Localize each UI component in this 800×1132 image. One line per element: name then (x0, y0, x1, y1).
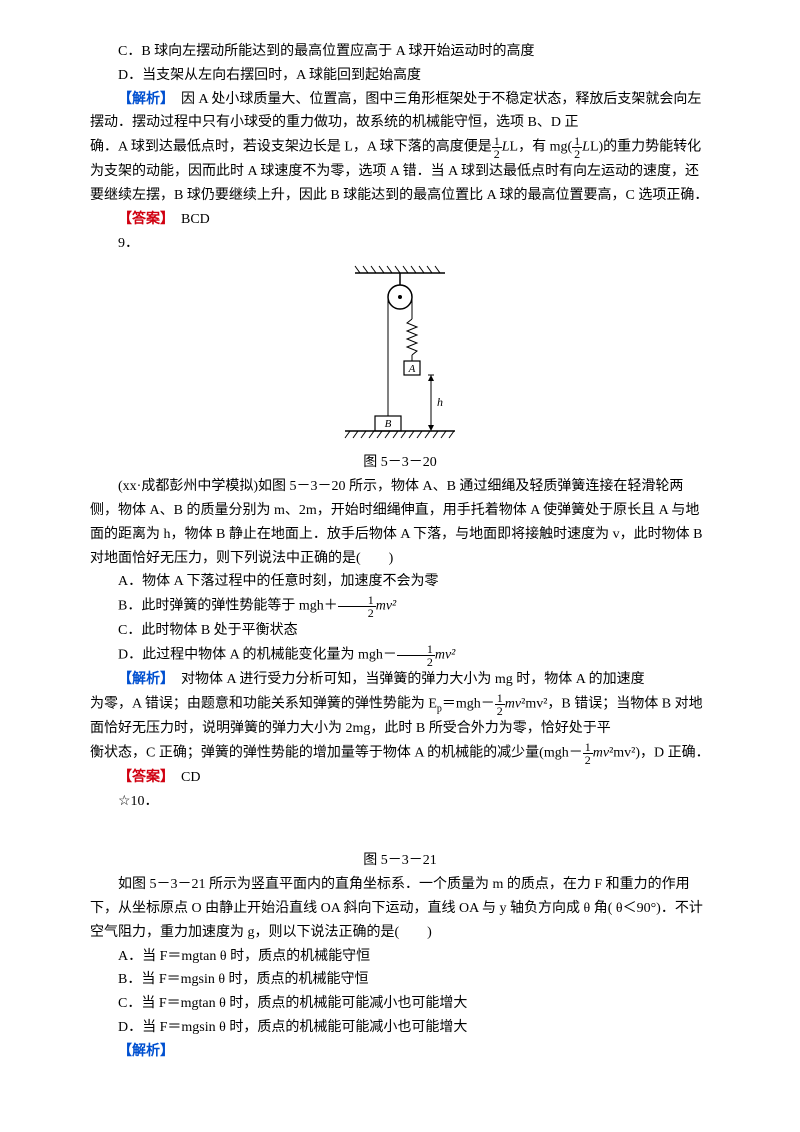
answer-1-text: BCD (181, 212, 210, 227)
den: 2 (495, 705, 505, 717)
t: 为零，A 错误；由题意和功能关系知弹簧的弹性势能为 E (90, 696, 437, 711)
frac-half: 12 (583, 741, 593, 766)
q10-opt-c: C．当 F＝mgtan θ 时，质点的机械能可能减小也可能增大 (90, 992, 710, 1016)
t: mv²)，D 正确． (613, 746, 709, 761)
q10-opt-d: D．当 F＝mgsin θ 时，质点的机械能可能减小也可能增大 (90, 1016, 710, 1040)
analysis-1: 【解析】 因 A 处小球质量大、位置高，图中三角形框架处于不稳定状态，释放后支架… (90, 88, 710, 136)
t: 衡状态，C 正确；弹簧的弹性势能的增加量等于物体 A 的机械能的减少量(mgh－ (90, 746, 583, 761)
t: B．此时弹簧的弹性势能等于 mgh＋ (118, 599, 338, 614)
t: mv² (435, 648, 456, 663)
fig2-caption: 图 5－3－21 (90, 849, 710, 873)
svg-text:A: A (408, 363, 416, 375)
q10-opt-b: B．当 F＝mgsin θ 时，质点的机械能守恒 (90, 968, 710, 992)
fig1-caption: 图 5－3－20 (90, 451, 710, 475)
t: 确．A 球到达最低点时，若设支架边长是 L，A 球下落的高度便是 (90, 140, 492, 155)
svg-text:B: B (385, 418, 392, 430)
answer-1: 【答案】 BCD (90, 208, 710, 232)
frac-half: 12 (495, 692, 505, 717)
analysis-2b: 为零，A 错误；由题意和功能关系知弹簧的弹性势能为 Ep＝mgh－12mv²mv… (90, 692, 710, 741)
den: 2 (583, 754, 593, 766)
t: 对物体 A 进行受力分析可知，当弹簧的弹力大小为 mg 时，物体 A 的加速度 (181, 672, 645, 687)
q9-opt-a: A．物体 A 下落过程中的任意时刻，加速度不会为零 (90, 570, 710, 594)
den: 2 (338, 607, 376, 619)
t: mv² (376, 599, 397, 614)
figure-5-3-20: A h B (90, 261, 710, 451)
analysis-label: 【解析】 (118, 92, 167, 107)
answer-2: 【答案】 CD (90, 766, 710, 790)
q10-opt-a: A．当 F＝mgtan θ 时，质点的机械能守恒 (90, 945, 710, 969)
num: 1 (495, 692, 505, 705)
den: 2 (572, 148, 582, 160)
q9-stem: (xx·成都彭州中学模拟)如图 5－3－20 所示，物体 A、B 通过细绳及轻质… (90, 475, 710, 570)
answer-label: 【答案】 (118, 770, 167, 785)
q9-opt-d: D．此过程中物体 A 的机械能变化量为 mgh－12mv² (90, 643, 710, 668)
t: L，有 mg( (510, 140, 573, 155)
analysis-1b: 确．A 球到达最低点时，若设支架边长是 L，A 球下落的高度便是12LL，有 m… (90, 135, 710, 208)
q9-num: 9． (90, 232, 710, 256)
answer-label: 【答案】 (118, 212, 167, 227)
q9-opt-b: B．此时弹簧的弹性势能等于 mgh＋12mv² (90, 594, 710, 619)
t: D．此过程中物体 A 的机械能变化量为 mgh－ (118, 648, 397, 663)
q10-num: ☆10． (90, 790, 710, 814)
analysis-2: 【解析】 对物体 A 进行受力分析可知，当弹簧的弹力大小为 mg 时，物体 A … (90, 668, 710, 692)
q9-opt-c: C．此时物体 B 处于平衡状态 (90, 619, 710, 643)
frac-half: 12 (338, 594, 376, 619)
analysis-3: 【解析】 (90, 1040, 710, 1064)
analysis-label: 【解析】 (118, 1044, 174, 1059)
option-d: D．当支架从左向右摆回时，A 球能回到起始高度 (90, 64, 710, 88)
num: 1 (397, 643, 435, 656)
analysis-label: 【解析】 (118, 672, 167, 687)
analysis-2c: 衡状态，C 正确；弹簧的弹性势能的增加量等于物体 A 的机械能的减少量(mgh－… (90, 741, 710, 766)
den: 2 (397, 656, 435, 668)
svg-text:h: h (437, 395, 443, 409)
frac-half: 12 (572, 135, 582, 160)
frac-half: 12 (492, 135, 502, 160)
option-c: C．B 球向左摆动所能达到的最高位置应高于 A 球开始运动时的高度 (90, 40, 710, 64)
analysis-1a: 因 A 处小球质量大、位置高，图中三角形框架处于不稳定状态，释放后支架就会向左摆… (90, 92, 701, 131)
den: 2 (492, 148, 502, 160)
q10-stem: 如图 5－3－21 所示为竖直平面内的直角坐标系．一个质量为 m 的质点，在力 … (90, 873, 710, 944)
answer-2-text: CD (181, 770, 200, 785)
t: ＝mgh－ (442, 696, 495, 711)
frac-half: 12 (397, 643, 435, 668)
